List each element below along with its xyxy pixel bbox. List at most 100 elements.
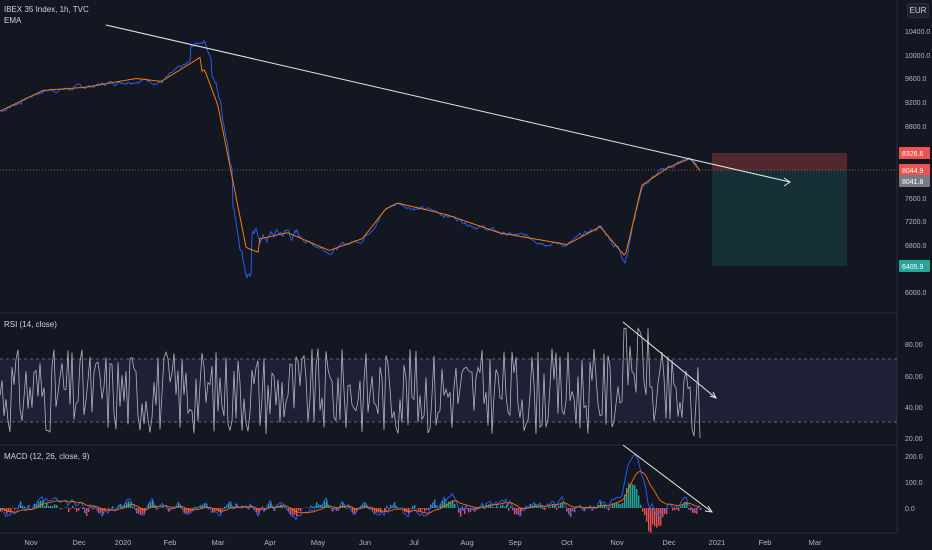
macd-pane[interactable]: MACD (12, 26, close, 9) 200.0 100.0 0.0: [0, 444, 923, 533]
macd-hist-bar: [156, 508, 158, 510]
macd-hist-bar: [256, 508, 258, 513]
macd-hist-bar: [458, 508, 460, 513]
macd-hist-bar: [290, 508, 292, 515]
trendline[interactable]: [105, 24, 791, 183]
macd-hist-bar: [14, 508, 16, 510]
macd-hist-bar: [46, 503, 48, 508]
macd-hist-bar: [408, 508, 410, 514]
macd-hist-bar: [144, 508, 146, 514]
macd-hist-bar: [282, 505, 284, 508]
time-tick-label: Feb: [164, 538, 177, 547]
macd-hist-bar: [610, 506, 612, 508]
price-badge: [899, 164, 930, 176]
macd-hist-bar: [632, 484, 634, 508]
macd-hist-bar: [636, 489, 638, 508]
macd-hist-bar: [48, 505, 50, 508]
time-tick-label: May: [311, 538, 325, 547]
macd-hist-bar: [648, 508, 650, 532]
macd-line: [0, 454, 701, 521]
price-tick-label: 6000.0: [905, 290, 927, 297]
macd-hist-bar: [674, 508, 676, 511]
macd-hist-bar: [98, 508, 100, 514]
macd-hist-bar: [420, 508, 422, 512]
price-tick-label: 7600.0: [905, 196, 927, 203]
price-axis[interactable]: 10400.010000.09600.09200.08800.08400.080…: [905, 29, 930, 297]
rsi-axis[interactable]: 80.00 60.00 40.00 20.00: [905, 342, 923, 443]
macd-hist-bar: [538, 506, 540, 508]
rsi-band: [0, 359, 897, 422]
macd-hist-bar: [600, 501, 602, 508]
macd-tick-label: 100.0: [905, 480, 923, 487]
macd-hist-bar: [22, 505, 24, 508]
macd-hist-bar: [614, 504, 616, 508]
macd-hist-bar: [652, 508, 654, 525]
rsi-trendline[interactable]: [622, 321, 717, 399]
price-pane[interactable]: IBEX 35 Index, 1h, TVC EMA 10400.0 10000.…: [0, 5, 930, 297]
macd-hist-bar: [448, 501, 450, 508]
time-tick-label: Dec: [662, 538, 676, 547]
macd-hist-bar: [288, 508, 290, 512]
macd-hist-bar: [490, 504, 492, 508]
target-zone[interactable]: [712, 170, 847, 266]
macd-hist-bar: [174, 508, 176, 509]
macd-hist-bar: [34, 503, 36, 508]
macd-hist-bar: [312, 506, 314, 508]
macd-hist-bar: [356, 508, 358, 512]
macd-trendline-arrowhead: [704, 505, 714, 513]
macd-hist-bar: [126, 502, 128, 508]
rsi-pane[interactable]: RSI (14, close) 80.00 60.00 40.00 20.00: [0, 320, 923, 443]
macd-hist-bar: [558, 505, 560, 508]
macd-hist-bar: [508, 508, 510, 511]
macd-hist-bar: [396, 506, 398, 508]
macd-hist-bar: [158, 508, 160, 509]
time-tick-label: Dec: [72, 538, 86, 547]
macd-hist-bar: [268, 503, 270, 508]
macd-hist-bar: [620, 504, 622, 508]
macd-hist-bar: [150, 502, 152, 508]
time-tick-label: Oct: [561, 538, 574, 547]
macd-hist-bar: [384, 508, 386, 512]
rsi-tick-label: 80.00: [905, 342, 923, 349]
macd-trendline[interactable]: [622, 444, 713, 513]
macd-hist-bar: [152, 500, 154, 508]
currency-badge[interactable]: EUR: [907, 3, 929, 18]
macd-hist-bar: [192, 508, 194, 510]
macd-hist-bar: [138, 508, 140, 514]
macd-hist-bar: [112, 506, 114, 508]
time-axis[interactable]: Nov Dec 2020 Feb Mar Apr May Jun Jul Aug Sep Oct Nov…: [24, 538, 822, 547]
macd-hist-bar: [626, 487, 628, 508]
macd-hist-bar: [596, 508, 598, 509]
macd-hist-bar: [496, 505, 498, 508]
ema-line: [0, 56, 701, 256]
stop-zone[interactable]: [712, 153, 847, 170]
price-tick-label: 10400.0: [905, 29, 930, 36]
macd-hist-bar: [94, 508, 96, 509]
rsi-tick-label: 20.00: [905, 436, 923, 443]
price-series: [0, 40, 701, 279]
macd-hist-bar: [484, 508, 486, 510]
macd-hist-bar: [324, 501, 326, 508]
price-line: [0, 40, 701, 279]
macd-hist-bar: [196, 507, 198, 508]
macd-hist-bar: [668, 508, 670, 509]
macd-hist-bar: [230, 501, 232, 508]
macd-hist-bar: [462, 508, 464, 511]
macd-hist-bar: [474, 508, 476, 512]
macd-hist-bar: [102, 508, 104, 516]
macd-hist-bar: [374, 508, 376, 513]
macd-hist-bar: [634, 485, 636, 508]
macd-hist-bar: [294, 508, 296, 515]
macd-hist-bar: [52, 506, 54, 508]
price-tick-label: 6800.0: [905, 243, 927, 250]
macd-hist-bar: [630, 483, 632, 508]
macd-axis[interactable]: 200.0 100.0 0.0: [905, 454, 923, 513]
macd-hist-bar: [328, 506, 330, 508]
macd-hist-bar: [640, 504, 642, 508]
macd-hist-bar: [36, 504, 38, 508]
macd-hist-bar: [12, 507, 14, 508]
rsi-trendline-arrowhead: [709, 391, 717, 399]
macd-hist-bar: [650, 508, 652, 533]
price-badge-label: 8044.9: [902, 168, 924, 175]
macd-hist-bar: [236, 504, 238, 508]
